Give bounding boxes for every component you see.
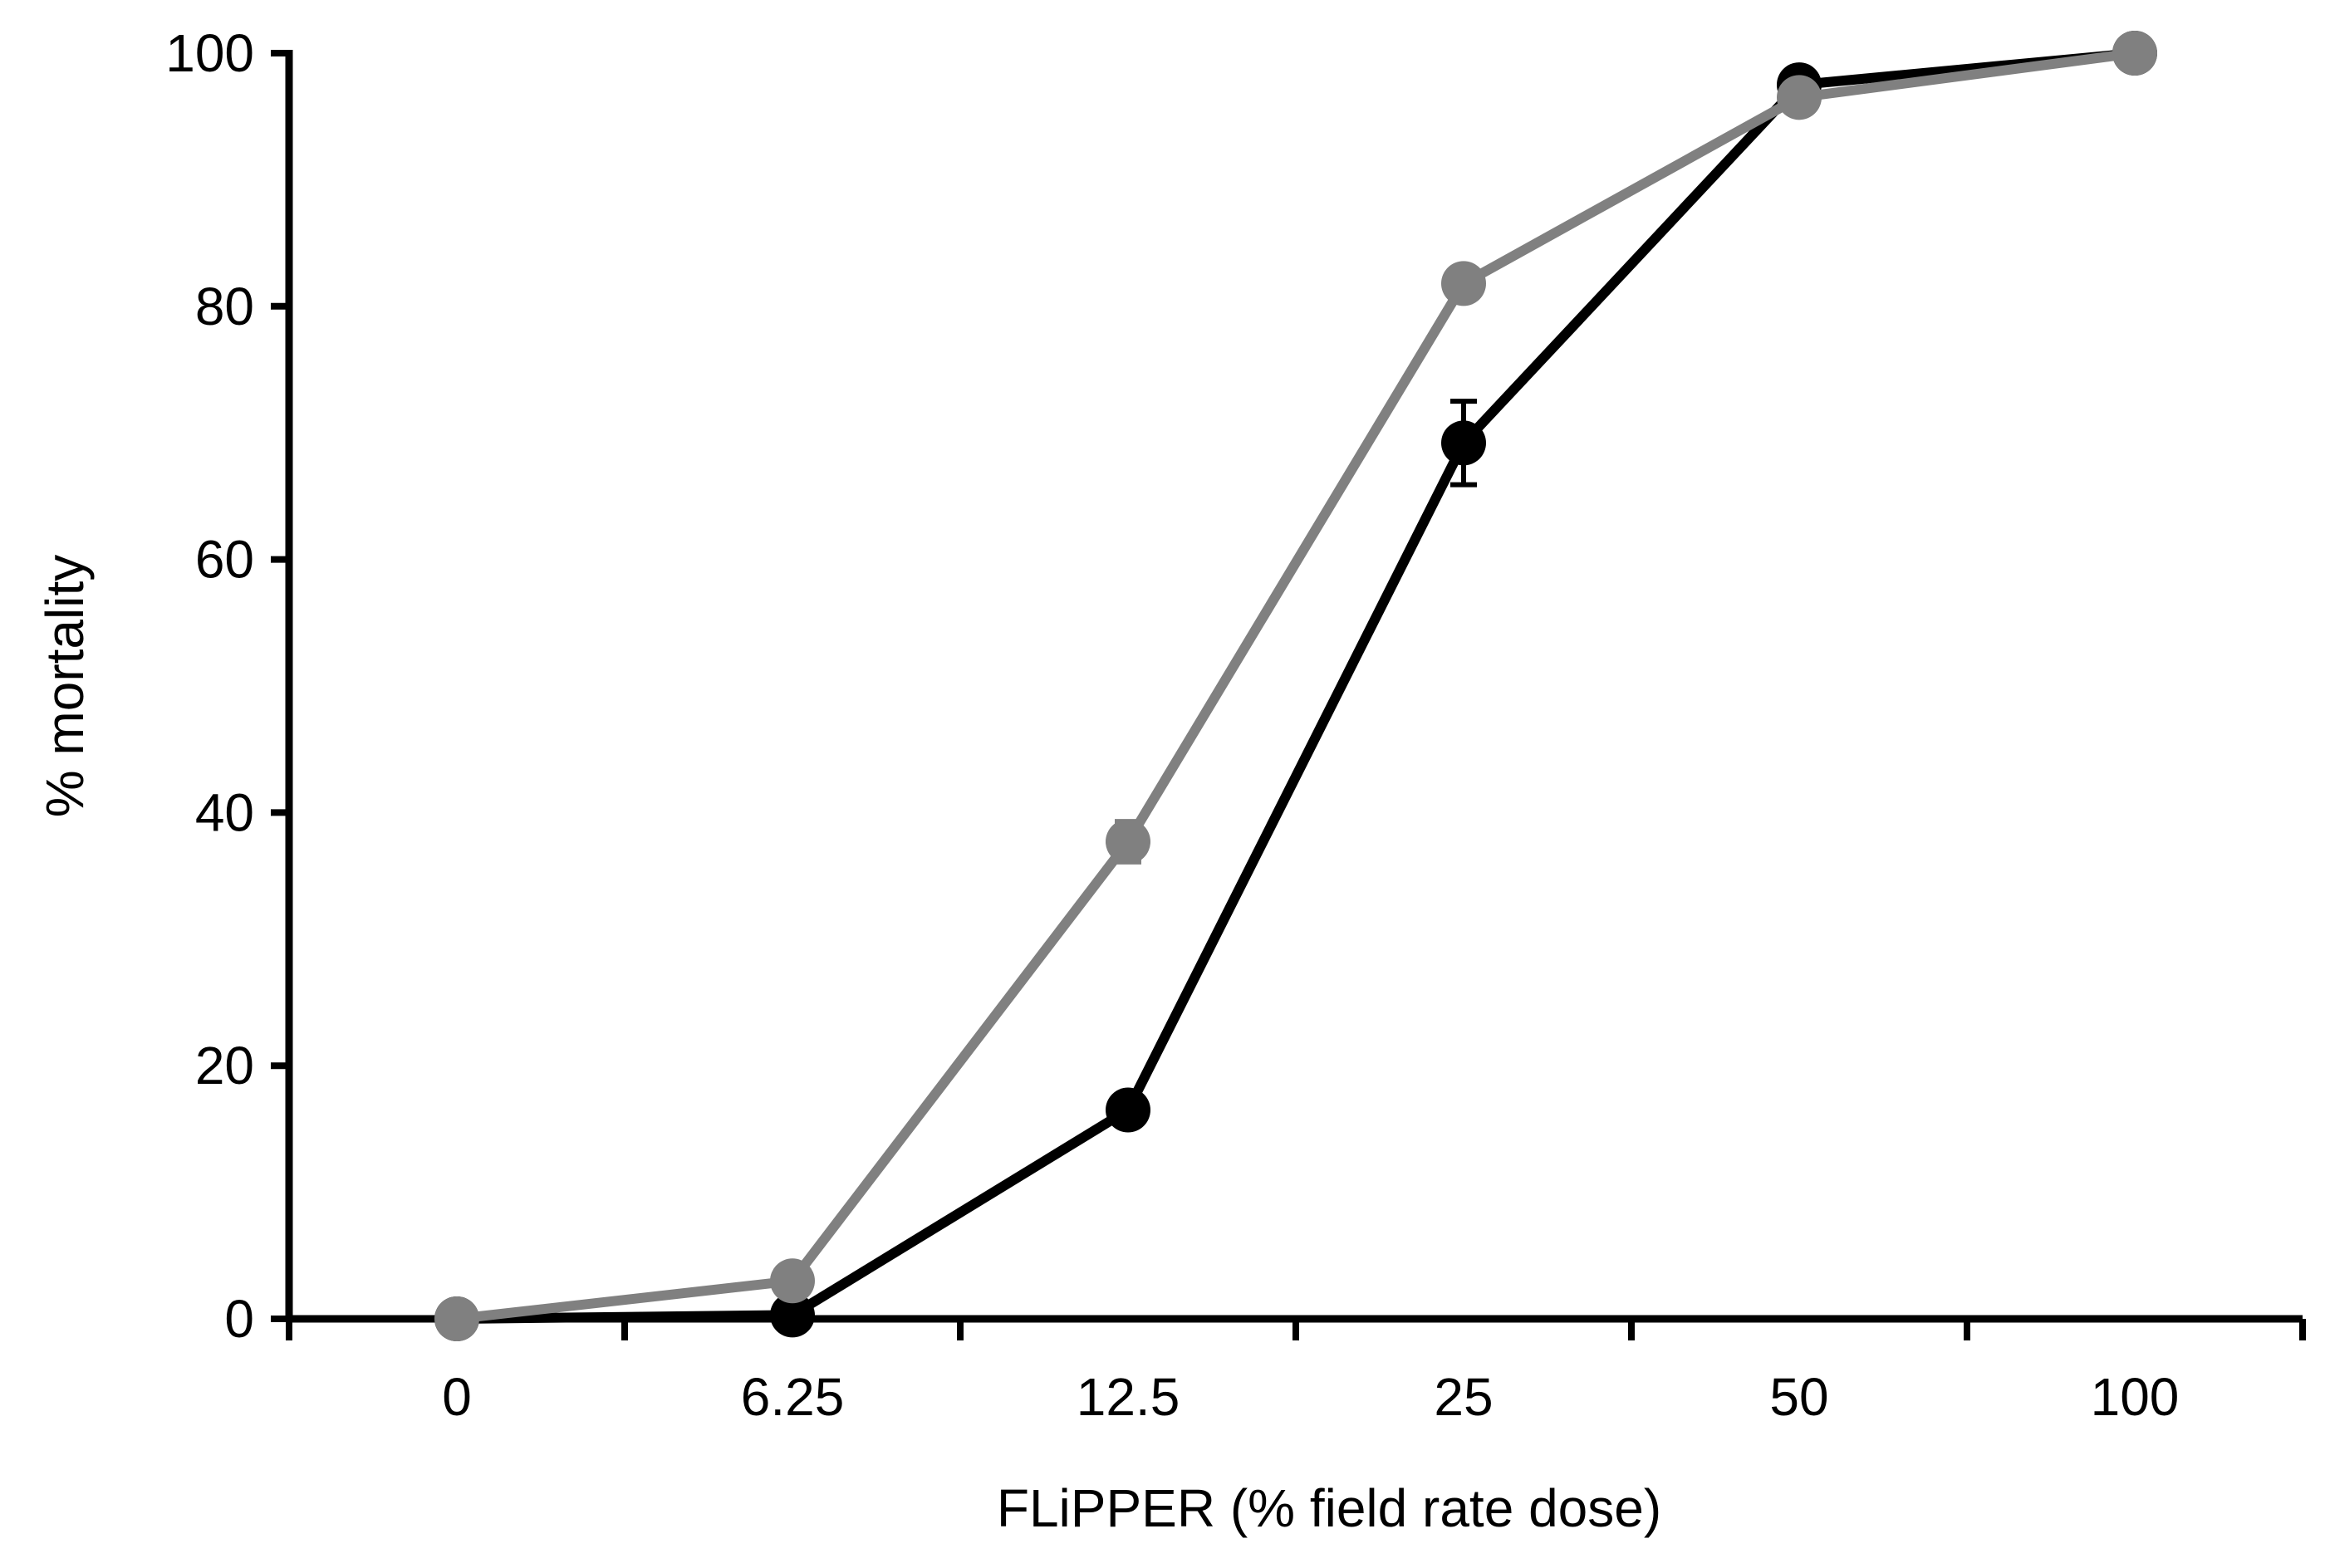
x-axis-label: FLiPPER (% field rate dose) [997,1478,1661,1538]
x-tick-label: 0 [442,1367,472,1427]
data-point [770,1292,815,1338]
y-tick-label: 20 [195,1036,254,1095]
y-tick-label: 0 [224,1289,254,1349]
x-tick-label: 50 [1769,1367,1828,1427]
data-point [1441,261,1486,306]
data-point [1441,420,1486,466]
x-tick-label: 100 [2091,1367,2180,1427]
x-tick-label: 6.25 [741,1367,845,1427]
x-tick-label: 25 [1434,1367,1493,1427]
series-1 [434,31,2157,1341]
data-point [434,1296,479,1341]
data-point [1106,1087,1150,1133]
series-layer [434,31,2157,1341]
series-2-line [456,48,2136,1324]
y-tick-label: 100 [165,23,254,83]
x-tick-label: 12.5 [1077,1367,1180,1427]
y-ticks: 0 20 40 60 80 100 [165,23,289,1349]
axes [285,50,2303,1323]
data-point [1106,819,1150,865]
data-point [2112,31,2157,76]
series-2 [434,31,2157,1341]
y-tick-label: 60 [195,530,254,590]
y-tick-label: 80 [195,277,254,336]
y-axis-label: % mortality [35,555,95,818]
data-point [1777,75,1822,120]
y-tick-label: 40 [195,782,254,842]
data-point [770,1258,815,1304]
series-1-line [456,48,2136,1324]
x-ticks: 0 6.25 12.5 25 50 100 [286,1319,2306,1427]
